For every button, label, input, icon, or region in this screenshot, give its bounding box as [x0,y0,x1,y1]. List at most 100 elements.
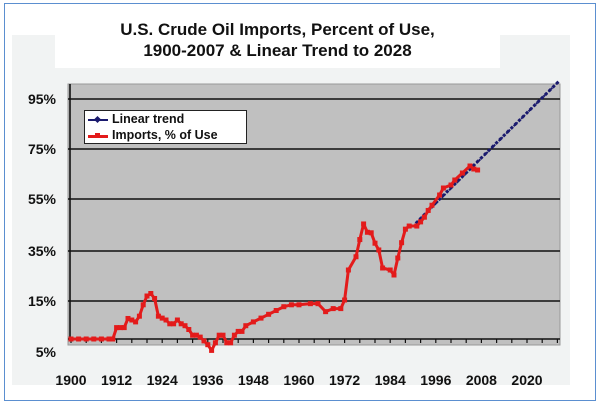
imports-point [106,336,112,342]
x-tick-label: 1924 [147,372,178,388]
imports-point [159,315,165,321]
legend-trend-label: Linear trend [112,112,185,126]
imports-point [171,321,177,327]
imports-point [186,327,192,332]
x-tick-label: 1912 [101,372,132,388]
imports-point [205,342,211,348]
imports-point [182,323,188,329]
imports-point [76,336,82,342]
imports-point [273,308,279,313]
imports-point [125,315,131,321]
trend-point [486,148,492,153]
imports-point [224,340,230,346]
x-tick-label: 2008 [466,372,497,388]
imports-point [342,297,348,303]
imports-point [216,332,222,338]
imports-point [399,240,405,246]
imports-point [121,325,127,331]
imports-point [402,226,408,232]
imports-point [190,332,196,338]
y-tick-label: 75% [28,141,57,157]
imports-point [235,328,241,334]
imports-point [429,202,435,208]
imports-point [395,255,401,261]
imports-point [345,267,351,273]
imports-point [288,302,294,308]
x-tick-label: 1900 [55,372,86,388]
imports-point [129,317,135,323]
imports-point [212,340,218,346]
x-tick-label: 1996 [420,372,451,388]
imports-point [174,317,180,323]
y-tick-label: 5% [36,344,57,360]
imports-point [144,293,150,299]
imports-point [258,315,264,321]
imports-point [437,192,443,198]
imports-point [353,254,359,260]
imports-point [117,325,123,331]
imports-point [231,332,237,338]
chart-frame [4,3,596,401]
imports-point [307,301,313,307]
imports-point [98,336,104,342]
imports-point [467,163,473,169]
imports-point [338,306,344,312]
imports-point [114,325,120,331]
imports-point [380,265,386,271]
imports-point [152,296,158,301]
imports-point [418,219,424,225]
imports-point [425,207,431,213]
imports-point [83,336,89,342]
imports-point [110,336,116,342]
trend-point [505,129,511,134]
imports-point [250,319,256,325]
x-tick-label: 2020 [511,372,542,388]
imports-point [448,182,454,188]
imports-point [155,313,161,319]
imports-point [372,240,378,246]
legend: Linear trend Imports, % of Use [84,110,247,144]
legend-imports-label: Imports, % of Use [112,128,218,142]
trend-point [483,151,488,157]
imports-point [459,170,465,176]
imports-point [68,336,74,342]
imports-point [357,237,363,243]
imports-point [391,272,397,278]
imports-point [414,223,420,229]
imports-point [140,302,146,308]
imports-point [387,267,393,273]
imports-point [148,291,154,296]
imports-point [330,306,336,312]
chart-subtitle: 1900-2007 & Linear Trend to 2028 [143,41,412,60]
x-tick-label: 1948 [238,372,269,388]
y-tick-label: 15% [28,293,57,309]
imports-point [239,328,245,334]
trend-point [498,136,503,142]
x-tick-label: 1984 [375,372,406,388]
trend-point [490,144,495,149]
legend-imports-symbol [88,131,108,141]
imports-point [296,302,302,308]
legend-item-trend: Linear trend [85,112,246,127]
imports-point [361,221,367,227]
x-tick-label: 1936 [192,372,223,388]
chart-title: U.S. Crude Oil Imports, Percent of Use, [120,20,435,39]
imports-point [421,214,427,220]
imports-point [315,301,321,307]
y-tick-label: 55% [28,191,57,207]
trend-point [441,193,446,198]
imports-point [201,338,207,344]
imports-point [209,347,215,353]
trend-point [475,159,480,164]
imports-point [243,323,249,329]
imports-point [364,229,370,235]
imports-point [136,313,142,319]
chart-title-box: U.S. Crude Oil Imports, Percent of Use, … [55,14,500,68]
imports-point [91,336,97,342]
imports-point [475,167,481,173]
imports-point [471,166,477,172]
trend-point [479,155,484,160]
imports-point [178,321,184,327]
imports-point [440,185,446,191]
